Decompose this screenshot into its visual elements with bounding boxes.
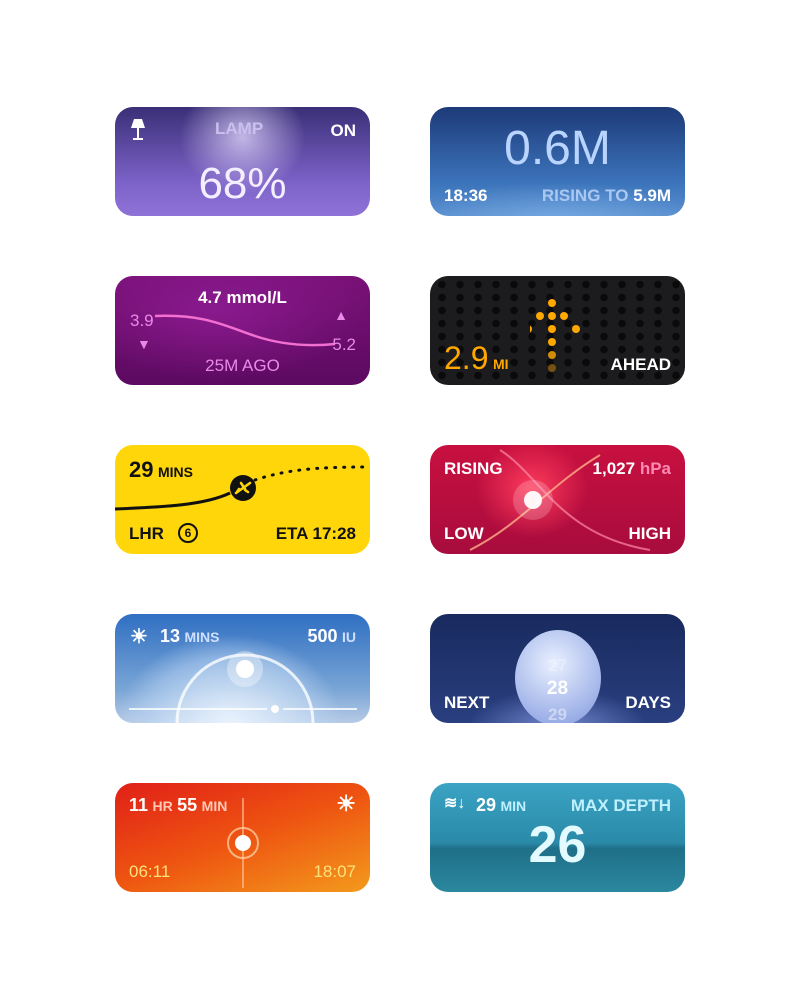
sun-dose: 500	[307, 626, 338, 646]
glucose-high: 5.2	[332, 335, 356, 354]
terminal-badge: 6	[178, 523, 198, 543]
dive-icon: ≋↓	[444, 795, 466, 812]
lamp-icon	[131, 119, 145, 140]
vitamin-d-widget[interactable]: ☀ 13 MINS 500 IU	[115, 614, 370, 723]
tide-rising-value: 5.9M	[633, 186, 671, 205]
lamp-level: 68%	[198, 159, 287, 208]
glucose-ago: 25M AGO	[205, 356, 280, 375]
flight-airport: LHR	[129, 524, 164, 543]
lamp-state[interactable]: ON	[330, 121, 357, 140]
progress-slider-thumb	[271, 705, 279, 713]
pressure-widget[interactable]: RISING 1,027 hPa LOW HIGH	[430, 445, 685, 554]
glucose-widget[interactable]: 4.7 mmol/L 3.9 ▼ ▲ 5.2 25M AGO	[115, 276, 370, 385]
lamp-title: LAMP	[215, 119, 264, 138]
navigation-widget[interactable]: 2.9 MI AHEAD	[430, 276, 685, 385]
flight-minutes: 29	[129, 457, 154, 482]
nav-direction: AHEAD	[610, 355, 671, 374]
up-arrow-icon: ▲	[334, 307, 348, 323]
dive-minutes: 29	[476, 795, 497, 815]
moon-current: 28	[546, 678, 569, 699]
moon-prev: 27	[548, 656, 567, 675]
flight-widget[interactable]: 29 MINS LHR 6 ETA 17:28	[115, 445, 370, 554]
sunrise-time: 06:11	[129, 862, 171, 881]
moon-left-label: NEXT	[444, 693, 490, 712]
pressure-curves	[469, 449, 651, 551]
daylight-hours: 11	[129, 795, 149, 815]
moon-sphere	[515, 630, 601, 723]
down-arrow-icon: ▼	[137, 336, 151, 352]
tide-widget[interactable]: 0.6M 18:36 RISING TO 5.9M	[430, 107, 685, 216]
dive-depth: 26	[528, 816, 587, 874]
flight-minutes-unit: MINS	[157, 464, 193, 480]
sun-minutes: 13	[160, 626, 181, 646]
moon-right-label: DAYS	[625, 693, 671, 712]
tide-height: 0.6M	[504, 122, 611, 175]
lamp-widget[interactable]: LAMP ON 68%	[115, 107, 370, 216]
pressure-trend: RISING	[444, 459, 503, 478]
sun-dome	[129, 651, 357, 723]
daylight-widget[interactable]: 11 HR 55 MIN ☀ 06:11 18:07	[115, 783, 370, 892]
pressure-high: HIGH	[628, 524, 672, 543]
pressure-value: 1,027	[592, 459, 636, 478]
dive-minutes-unit: MIN	[500, 798, 527, 814]
daylight-hours-unit: HR	[152, 798, 173, 814]
tide-rising-label: RISING TO	[541, 186, 629, 205]
tide-time: 18:36	[444, 186, 488, 205]
moon-next: 29	[548, 705, 567, 723]
sun-dose-unit: IU	[342, 629, 356, 645]
nav-unit: MI	[492, 356, 509, 372]
flight-path	[115, 465, 367, 511]
nav-distance: 2.9	[444, 340, 489, 376]
arrow-up-icon	[530, 299, 580, 372]
sun-icon: ☀	[336, 791, 356, 816]
sun-position	[227, 798, 259, 888]
glucose-value: 4.7	[198, 288, 222, 307]
sun-icon: ☀	[130, 626, 148, 648]
glucose-unit: mmol/L	[226, 288, 287, 307]
dive-label: MAX DEPTH	[570, 796, 671, 815]
sunset-time: 18:07	[313, 862, 356, 881]
daylight-minutes-unit: MIN	[201, 798, 228, 814]
glucose-low: 3.9	[130, 311, 154, 330]
dive-widget[interactable]: ≋↓ 29 MIN MAX DEPTH 26	[430, 783, 685, 892]
glucose-curve	[154, 314, 336, 347]
daylight-minutes: 55	[177, 795, 198, 815]
flight-eta: ETA 17:28	[275, 524, 356, 543]
moon-widget[interactable]: 27 28 29 NEXT DAYS	[430, 614, 685, 723]
sun-minutes-unit: MINS	[184, 629, 220, 645]
pressure-unit: hPa	[639, 459, 671, 478]
pressure-low: LOW	[444, 524, 484, 543]
